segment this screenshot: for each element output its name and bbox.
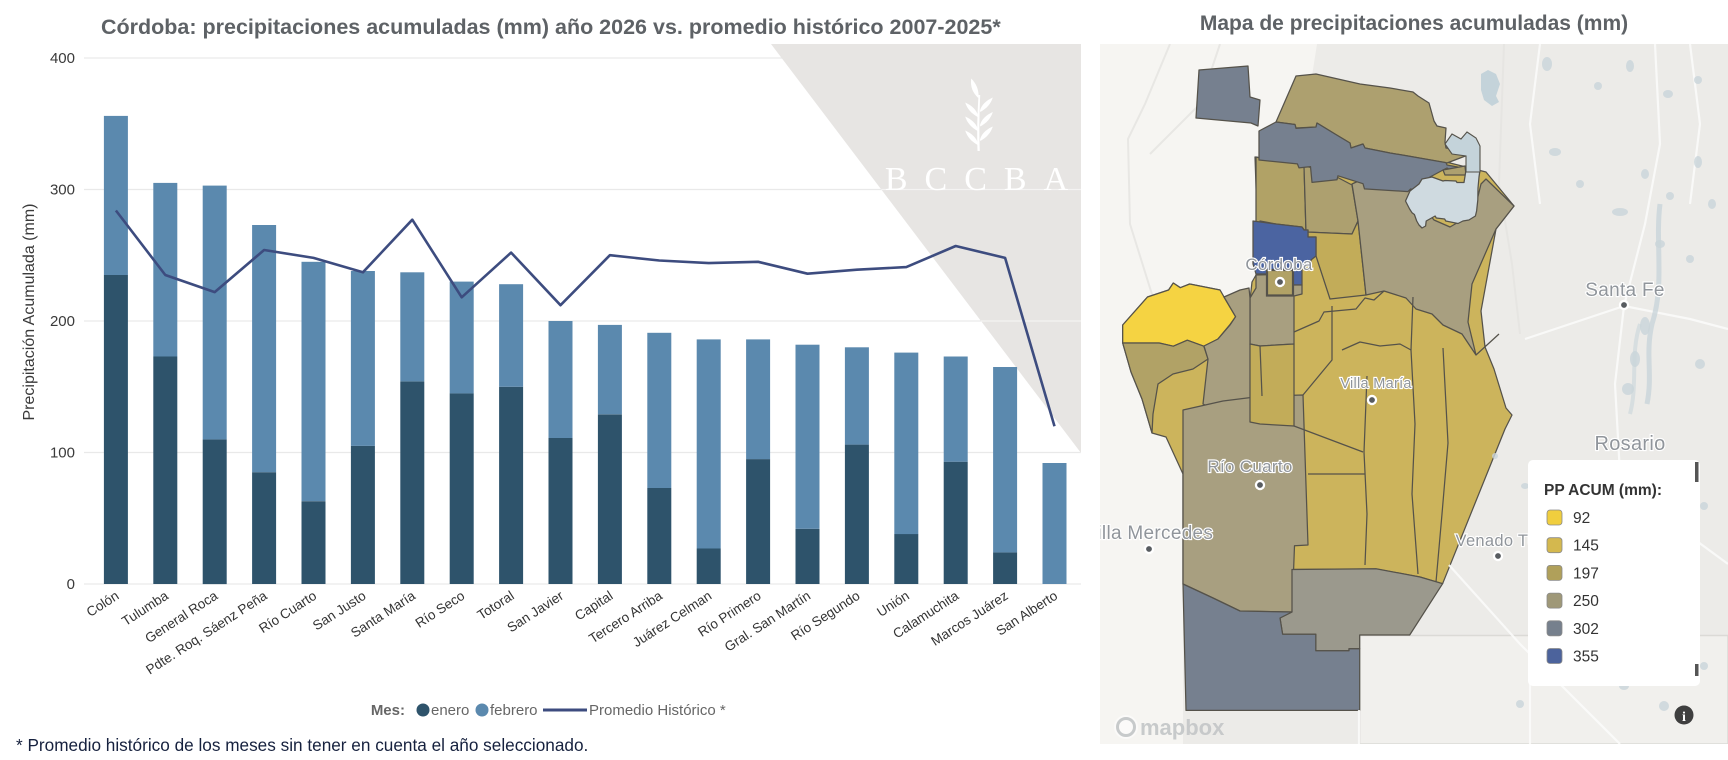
svg-text:145: 145 bbox=[1573, 538, 1599, 555]
svg-text:San Javier: San Javier bbox=[504, 588, 566, 636]
svg-text:PP ACUM (mm):: PP ACUM (mm): bbox=[1544, 482, 1662, 499]
svg-text:200: 200 bbox=[50, 313, 75, 330]
svg-text:Mes:: Mes: bbox=[371, 702, 405, 719]
svg-text:Promedio Histórico *: Promedio Histórico * bbox=[589, 702, 726, 719]
svg-text:Santa Fe: Santa Fe bbox=[1585, 280, 1665, 301]
svg-text:Unión: Unión bbox=[874, 588, 912, 620]
svg-text:febrero: febrero bbox=[490, 702, 538, 719]
svg-text:Villa Mercedes: Villa Mercedes bbox=[1100, 523, 1213, 544]
svg-text:250: 250 bbox=[1573, 593, 1599, 610]
svg-text:Precipitación Acumulada (mm): Precipitación Acumulada (mm) bbox=[21, 204, 38, 421]
svg-text:300: 300 bbox=[50, 182, 75, 199]
svg-text:355: 355 bbox=[1573, 649, 1599, 666]
svg-text:0: 0 bbox=[67, 576, 75, 593]
svg-text:BCCBA: BCCBA bbox=[885, 161, 1085, 198]
svg-text:Córdoba: precipitaciones acumu: Córdoba: precipitaciones acumuladas (mm)… bbox=[101, 15, 1001, 39]
svg-text:302: 302 bbox=[1573, 621, 1599, 638]
svg-text:92: 92 bbox=[1573, 510, 1590, 527]
svg-text:Río Seco: Río Seco bbox=[413, 588, 468, 631]
svg-text:197: 197 bbox=[1573, 565, 1599, 582]
svg-text:Córdoba: Córdoba bbox=[1245, 255, 1313, 274]
svg-text:* Promedio histórico de los me: * Promedio histórico de los meses sin te… bbox=[16, 735, 588, 755]
svg-text:400: 400 bbox=[50, 50, 75, 67]
svg-text:enero: enero bbox=[431, 702, 469, 719]
svg-text:Totoral: Totoral bbox=[475, 588, 517, 623]
svg-text:100: 100 bbox=[50, 445, 75, 462]
svg-text:Río Cuarto: Río Cuarto bbox=[1207, 457, 1292, 476]
svg-text:Rosario: Rosario bbox=[1594, 433, 1665, 455]
svg-text:i: i bbox=[1682, 710, 1686, 725]
svg-text:mapbox: mapbox bbox=[1140, 715, 1225, 740]
svg-text:Villa María: Villa María bbox=[1340, 376, 1412, 392]
svg-text:Colón: Colón bbox=[84, 588, 122, 620]
svg-text:Gral. San Martín: Gral. San Martín bbox=[722, 588, 813, 655]
